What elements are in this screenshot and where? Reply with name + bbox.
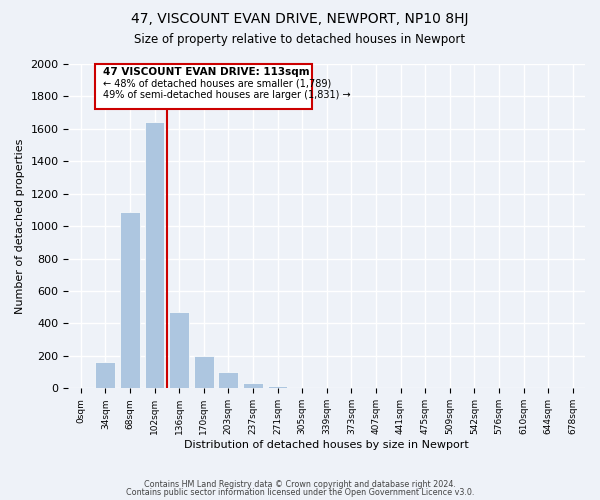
Text: 47 VISCOUNT EVAN DRIVE: 113sqm: 47 VISCOUNT EVAN DRIVE: 113sqm xyxy=(103,67,310,77)
Bar xyxy=(95,362,115,388)
Text: Contains public sector information licensed under the Open Government Licence v3: Contains public sector information licen… xyxy=(126,488,474,497)
X-axis label: Distribution of detached houses by size in Newport: Distribution of detached houses by size … xyxy=(184,440,469,450)
Text: Size of property relative to detached houses in Newport: Size of property relative to detached ho… xyxy=(134,32,466,46)
Text: 49% of semi-detached houses are larger (1,831) →: 49% of semi-detached houses are larger (… xyxy=(103,90,350,100)
Bar xyxy=(194,356,214,388)
Bar xyxy=(218,372,238,388)
Text: 47, VISCOUNT EVAN DRIVE, NEWPORT, NP10 8HJ: 47, VISCOUNT EVAN DRIVE, NEWPORT, NP10 8… xyxy=(131,12,469,26)
Bar xyxy=(243,382,263,388)
Bar xyxy=(145,122,164,388)
Text: Contains HM Land Registry data © Crown copyright and database right 2024.: Contains HM Land Registry data © Crown c… xyxy=(144,480,456,489)
Bar xyxy=(169,312,189,388)
Bar xyxy=(268,386,287,388)
Bar xyxy=(120,212,140,388)
Y-axis label: Number of detached properties: Number of detached properties xyxy=(15,138,25,314)
FancyBboxPatch shape xyxy=(95,64,312,110)
Text: ← 48% of detached houses are smaller (1,789): ← 48% of detached houses are smaller (1,… xyxy=(103,78,331,88)
